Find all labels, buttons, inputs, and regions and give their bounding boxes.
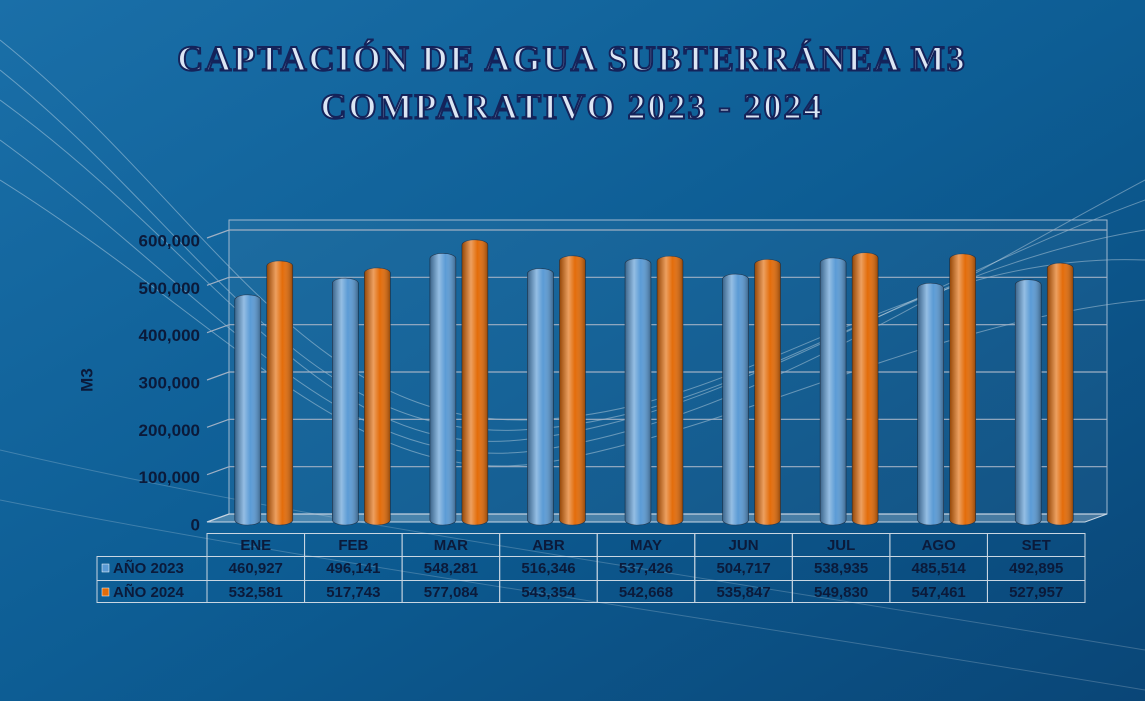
bar — [852, 253, 878, 525]
y-tick-label: 0 — [191, 515, 200, 534]
x-tick-label: MAY — [630, 537, 662, 554]
bar — [755, 259, 781, 525]
bar — [657, 256, 683, 525]
table-value: 535,847 — [716, 584, 770, 601]
x-tick-label: MAR — [434, 537, 468, 554]
table-value: 517,743 — [326, 584, 380, 601]
x-tick-label: AGO — [922, 537, 957, 554]
table-value: 577,084 — [424, 584, 479, 601]
y-tick-label: 100,000 — [139, 468, 200, 487]
table-value: 492,895 — [1009, 560, 1063, 577]
table-value: 537,426 — [619, 560, 673, 577]
table-value: 532,581 — [229, 584, 283, 601]
y-tick-label: 500,000 — [139, 279, 200, 298]
bar — [235, 295, 261, 525]
bar — [918, 283, 944, 525]
legend-swatch — [102, 588, 109, 596]
y-axis-title: M3 — [77, 368, 96, 392]
bar — [950, 254, 976, 525]
table-value: 549,830 — [814, 584, 868, 601]
table-value: 542,668 — [619, 584, 673, 601]
table-value: 460,927 — [229, 560, 283, 577]
bar — [332, 278, 358, 525]
table-value: 527,957 — [1009, 584, 1063, 601]
legend-label: AÑO 2024 — [113, 583, 185, 601]
x-tick-label: ENE — [240, 537, 271, 554]
bar — [1015, 280, 1041, 525]
chart: CAPTACIÓN DE AGUA SUBTERRÁNEA M3 COMPARA… — [0, 0, 1145, 701]
table-value: 516,346 — [521, 560, 575, 577]
table-value: 548,281 — [424, 560, 478, 577]
y-tick-label: 400,000 — [139, 326, 200, 345]
x-tick-label: SET — [1022, 537, 1051, 554]
bar — [267, 261, 293, 525]
x-tick-label: FEB — [338, 537, 368, 554]
table-value: 547,461 — [912, 584, 966, 601]
x-tick-label: ABR — [532, 537, 565, 554]
table-value: 538,935 — [814, 560, 868, 577]
table-value: 485,514 — [912, 560, 967, 577]
bar — [723, 274, 749, 525]
table-value: 504,717 — [716, 560, 770, 577]
y-tick-label: 300,000 — [139, 373, 200, 392]
legend-label: AÑO 2023 — [113, 559, 184, 577]
bar — [1047, 263, 1073, 525]
y-tick-label: 600,000 — [139, 231, 200, 250]
chart-title: CAPTACIÓN DE AGUA SUBTERRÁNEA M3 — [177, 38, 966, 78]
x-tick-label: JUN — [729, 537, 759, 554]
y-tick-label: 200,000 — [139, 421, 200, 440]
chart-subtitle: COMPARATIVO 2023 - 2024 — [321, 86, 824, 126]
bar — [559, 256, 585, 525]
bar — [527, 269, 553, 525]
table-value: 543,354 — [521, 584, 576, 601]
x-tick-label: JUL — [827, 537, 855, 554]
bar — [364, 268, 390, 525]
bar — [820, 258, 846, 525]
legend-swatch — [102, 564, 109, 572]
bar — [625, 259, 651, 525]
table-value: 496,141 — [326, 560, 380, 577]
bar — [462, 240, 488, 525]
bar — [430, 253, 456, 525]
